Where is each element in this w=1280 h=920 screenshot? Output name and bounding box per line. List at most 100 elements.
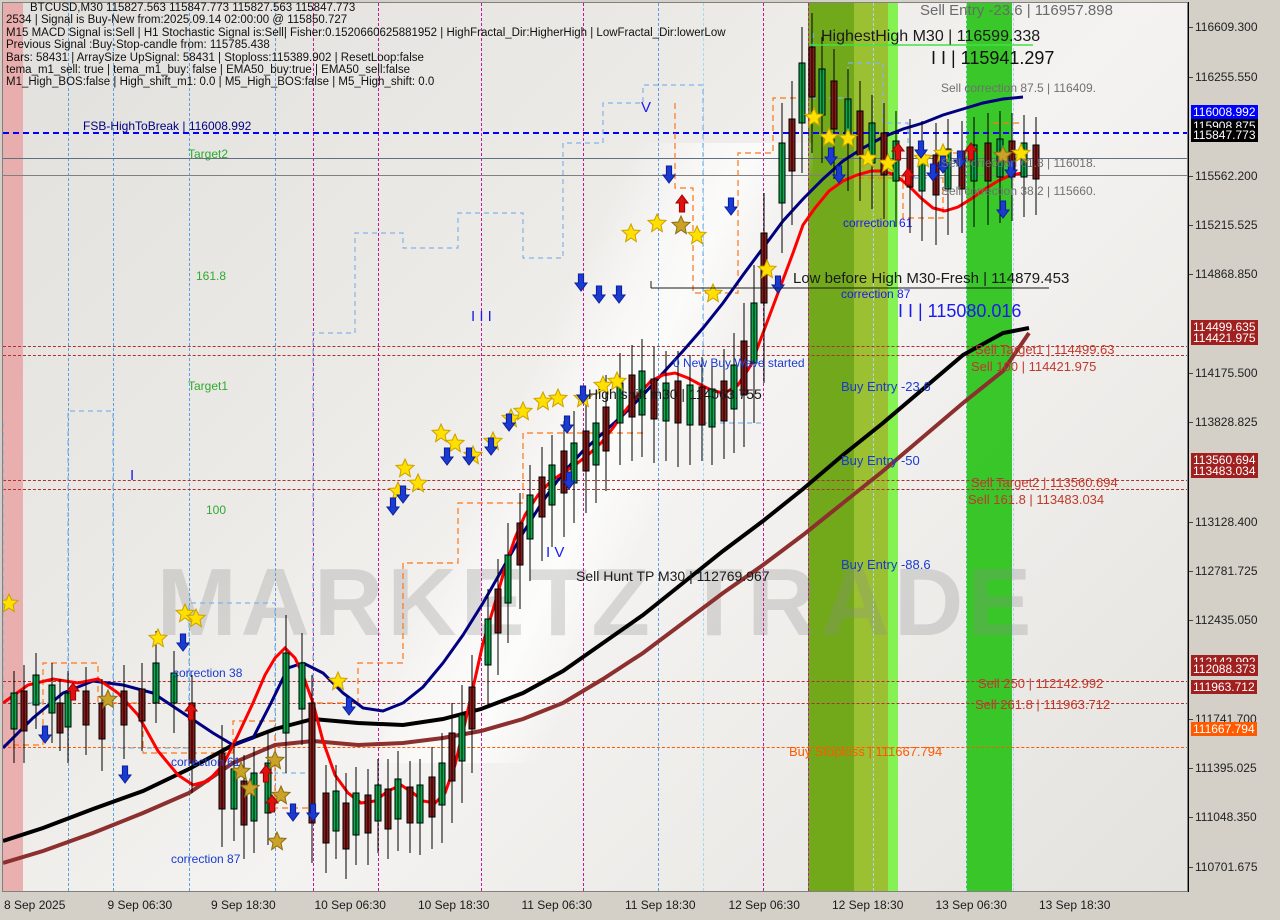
- annotation-sell-250: Sell 250 | 112142.992: [978, 676, 1104, 691]
- annotation-new-buy-wave: 0 New Buy Wave started: [673, 356, 805, 370]
- price-tick-7: 113128.400: [1189, 514, 1258, 529]
- annotation-sell-261-8: Sell 261.8 | 111963.712: [975, 697, 1111, 712]
- annotation-buy-entry-50: Buy Entry -50: [841, 453, 920, 468]
- v-3: [189, 3, 190, 891]
- info-line-6: M1_High_BOS:false | High_shift_m1: 0.0 |…: [6, 76, 435, 89]
- price-tick-12: 111048.350: [1189, 810, 1257, 825]
- v-2: [113, 3, 114, 891]
- price-label-6[interactable]: 113483.034: [1191, 464, 1258, 479]
- time-tick-9: 13 Sep 06:30: [935, 898, 1007, 912]
- annotation-sell-correction-618: Sell correction 61.8 | 116018.: [941, 156, 1096, 170]
- annotation-high-shift-m30: High shift m30 | 114063.755: [588, 386, 762, 402]
- chart-plot-area[interactable]: MARKETZ TRADE: [2, 2, 1188, 892]
- price-tick-6: 113828.825: [1189, 414, 1258, 429]
- annotation-wave-v: V: [641, 99, 652, 116]
- v-6: [378, 3, 379, 891]
- fsb-line: [3, 132, 1187, 134]
- time-tick-8: 12 Sep 18:30: [832, 898, 904, 912]
- annotation-sell-100: Sell 100 | 114421.975: [971, 359, 1097, 374]
- price-label-8[interactable]: 112088.373: [1191, 662, 1258, 677]
- annotation-correction-87-mid: correction 87: [841, 287, 911, 301]
- annotation-buy-stoploss: Buy Stoploss | 111667.794: [789, 744, 943, 759]
- price-label-9[interactable]: 111963.712: [1191, 680, 1257, 695]
- sell-t1-a: [3, 346, 1187, 347]
- v-7: [481, 3, 482, 891]
- price-label-2[interactable]: 115847.773: [1191, 127, 1258, 142]
- price-tick-0: 116609.300: [1189, 19, 1258, 34]
- annotation-target2: Target2: [188, 147, 229, 161]
- price-tick-1: 116255.550: [1189, 69, 1258, 84]
- annotation-correction-61-left: correction 61: [171, 755, 241, 769]
- price-label-4[interactable]: 114421.975: [1191, 330, 1258, 345]
- annotation-sell-target1: Sell Target1 | 114499.63: [975, 342, 1115, 357]
- annotation-target1: Target1: [188, 379, 229, 393]
- annotation-sell-hunt-tp: Sell Hunt TP M30 | 112769.967: [576, 568, 770, 584]
- v-4: [275, 3, 276, 891]
- annotation-low-before-high: Low before High M30-Fresh | 114879.453: [793, 270, 1070, 287]
- info-line-2: M15 MACD Signal is:Sell | H1 Stochastic …: [6, 26, 726, 39]
- sell-2618-line: [3, 703, 1187, 704]
- annotation-fib-100: 100: [206, 503, 227, 517]
- chart-info-header: BTCUSD,M30 115827.563 115847.773 115827.…: [6, 2, 726, 89]
- time-tick-2: 9 Sep 18:30: [211, 898, 276, 912]
- price-tick-5: 114175.500: [1189, 365, 1258, 380]
- price-tick-3: 115215.525: [1189, 217, 1258, 232]
- info-line-4: Bars: 58431 | ArraySize UpSignal: 58431 …: [6, 51, 424, 64]
- annotation-sell-161-8: Sell 161.8 | 113483.034: [968, 492, 1105, 507]
- annotation-correction-61-mid: correction 61: [843, 216, 913, 230]
- v-12: [808, 3, 809, 891]
- price-tick-11: 111395.025: [1189, 761, 1257, 776]
- sell-signal-arrows: [66, 142, 978, 813]
- time-tick-5: 11 Sep 06:30: [521, 898, 593, 912]
- v-14: [966, 3, 967, 891]
- annotation-sell-target2: Sell Target2 | 113560.694: [971, 475, 1118, 490]
- price-tick-4: 114868.850: [1189, 267, 1258, 282]
- bid-line: [3, 175, 1187, 176]
- price-tick-10: 111741.700: [1189, 711, 1257, 726]
- annotation-buy-entry-886: Buy Entry -88.6: [841, 557, 931, 572]
- time-tick-0: 8 Sep 2025: [4, 898, 66, 912]
- annotation-wave-i: I: [130, 467, 135, 484]
- v-1: [68, 3, 69, 891]
- v-9: [658, 3, 659, 891]
- annotation-highest-high: HighestHigh M30 | 116599.338: [821, 28, 1041, 45]
- time-tick-4: 10 Sep 18:30: [418, 898, 490, 912]
- info-line-0: BTCUSD,M30 115827.563 115847.773 115827.…: [30, 2, 356, 14]
- price-label-0[interactable]: 116008.992: [1191, 105, 1258, 120]
- sell-t1-b: [3, 355, 1187, 356]
- price-tick-9: 112435.050: [1189, 613, 1258, 628]
- annotation-sell-entry-236: Sell Entry -23.6 | 116957.898: [920, 2, 1113, 19]
- v-5: [313, 3, 314, 891]
- time-axis[interactable]: 8 Sep 2025 9 Sep 06:30 9 Sep 18:30 10 Sep 0…: [0, 892, 1280, 920]
- sell-t2-b: [3, 489, 1187, 490]
- v-15: [1013, 3, 1014, 891]
- time-tick-1: 9 Sep 06:30: [107, 898, 173, 912]
- price-label-5[interactable]: 113560.694: [1191, 453, 1258, 468]
- annotation-buy-entry-236: Buy Entry -23.6: [841, 379, 931, 394]
- price-tick-8: 112781.725: [1189, 563, 1258, 578]
- info-line-1: 2534 | Signal is Buy-New from:2025.09.14…: [6, 14, 348, 27]
- target2-line: [3, 158, 1187, 159]
- v-10: [703, 3, 704, 891]
- annotation-fib-161-8: 161.8: [196, 269, 227, 283]
- info-line-5: tema_m1_sell: true | tema_m1_buy: false …: [6, 64, 410, 77]
- price-label-10[interactable]: 111667.794: [1191, 722, 1257, 737]
- price-tick-2: 115562.200: [1189, 168, 1258, 183]
- price-label-3[interactable]: 114499.635: [1191, 319, 1258, 334]
- annotation-wave-iii: I I I: [471, 308, 492, 325]
- time-tick-7: 12 Sep 06:30: [728, 898, 800, 912]
- time-tick-3: 10 Sep 06:30: [314, 898, 386, 912]
- annotation-sell-correction-875: Sell correction 87.5 | 116409.: [941, 81, 1096, 95]
- time-tick-6: 11 Sep 18:30: [625, 898, 696, 912]
- annotation-fsb-high-to-break: FSB-HighToBreak | 116008.992: [83, 119, 252, 133]
- v-11: [763, 3, 764, 891]
- time-tick-10: 13 Sep 18:30: [1039, 898, 1111, 912]
- annotation-bid-mid: I I | 115080.016: [898, 301, 1022, 321]
- annotation-bid-top: I I | 115941.297: [931, 48, 1055, 68]
- annotation-correction-38-left: correction 38: [173, 666, 243, 680]
- annotation-sell-correction-382: Sell correction 38.2 | 115660.: [941, 184, 1096, 198]
- v-13: [873, 3, 874, 891]
- price-axis[interactable]: 116609.300 116255.550 115562.200 115215.525…: [1188, 2, 1280, 892]
- info-line-3: Previous Signal :Buy-Stop-candle from: 1…: [6, 39, 270, 52]
